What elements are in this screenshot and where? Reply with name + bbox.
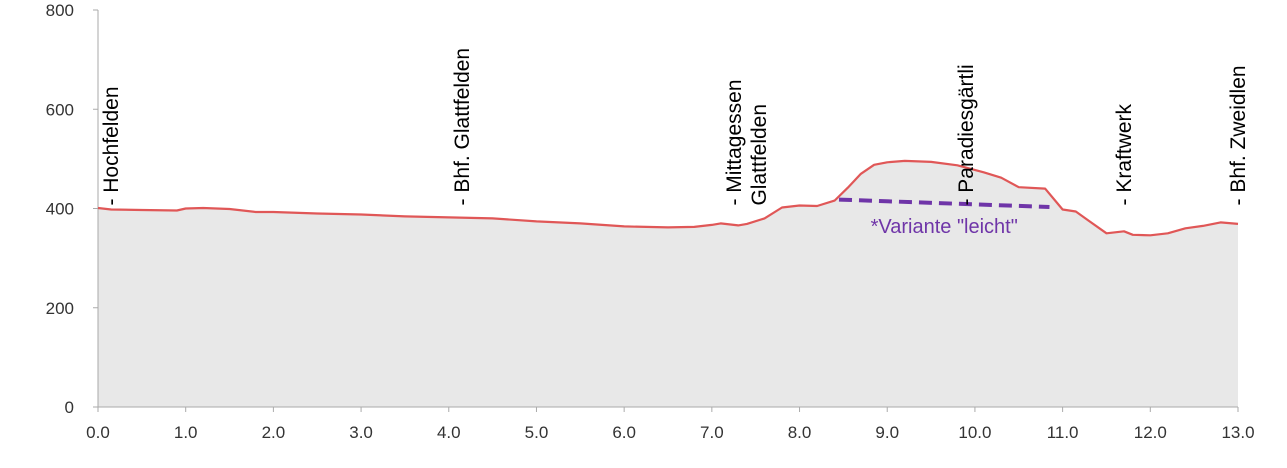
waypoint-label: - Paradiesgärtli — [955, 64, 978, 205]
waypoint-label: - Mittagessen — [723, 79, 746, 205]
waypoint-label: - Kraftwerk — [1113, 103, 1136, 205]
x-tick-label: 3.0 — [349, 423, 373, 442]
x-tick-label: 11.0 — [1047, 423, 1079, 442]
x-tick-label: 0.0 — [86, 423, 110, 442]
y-tick-label: 600 — [46, 100, 74, 119]
variant-dashed-line — [838, 197, 1050, 210]
x-axis-ticks: 0.0 1.0 2.0 3.0 4.0 5.0 6.0 7.0 8.0 9.0 10.0 11.0 12… — [86, 407, 1255, 442]
x-tick-label: 12.0 — [1134, 423, 1167, 442]
x-tick-label: 1.0 — [174, 423, 198, 442]
y-tick-label: 0 — [65, 398, 74, 417]
x-tick-label: 7.0 — [700, 423, 724, 442]
waypoint-label: - Bhf. Zweidlen — [1227, 65, 1250, 205]
y-axis-ticks: 0 200 400 600 800 — [46, 1, 98, 417]
x-tick-label: 10.0 — [958, 423, 991, 442]
x-tick-label: 2.0 — [262, 423, 286, 442]
elevation-area — [98, 160, 1238, 407]
y-tick-label: 800 — [46, 1, 74, 20]
waypoint-label: - Hochfelden — [100, 86, 123, 205]
elevation-line — [97, 159, 1239, 237]
waypoint-label: Glattfelden — [748, 104, 771, 206]
waypoint-labels: - Hochfelden - Bhf. Glattfelden - Mittages… — [100, 48, 1250, 206]
y-tick-label: 400 — [46, 200, 74, 219]
variant-annotation-label: *Variante "leicht" — [871, 216, 1018, 238]
elevation-line-group — [97, 159, 1239, 237]
annotation-group: *Variante "leicht" — [838, 197, 1050, 238]
waypoint-label: - Bhf. Glattfelden — [451, 48, 474, 206]
elevation-area-fill — [98, 160, 1238, 407]
x-tick-label: 8.0 — [788, 423, 812, 442]
x-tick-label: 5.0 — [525, 423, 549, 442]
x-tick-label: 6.0 — [612, 423, 636, 442]
y-tick-label: 200 — [46, 299, 74, 318]
x-tick-label: 13.0 — [1221, 423, 1254, 442]
x-tick-label: 9.0 — [875, 423, 899, 442]
x-tick-label: 4.0 — [437, 423, 461, 442]
